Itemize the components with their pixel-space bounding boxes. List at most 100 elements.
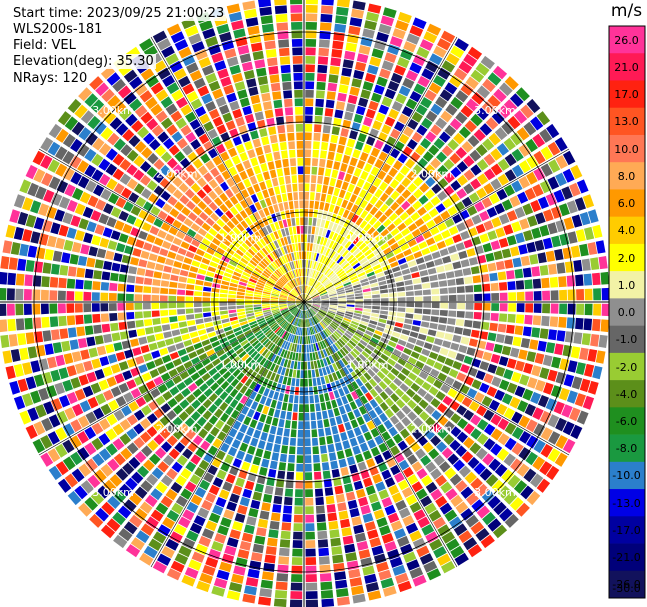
radar-gate	[425, 260, 435, 269]
radar-gate	[455, 353, 465, 362]
radar-gate	[539, 224, 550, 237]
radar-gate	[422, 282, 431, 289]
radar-gate	[361, 233, 370, 242]
radar-gate	[429, 274, 438, 282]
radar-gate	[461, 196, 473, 208]
radar-gate	[322, 247, 328, 255]
radar-gate	[382, 7, 397, 19]
radar-gate	[328, 240, 335, 249]
radar-gate	[466, 347, 476, 356]
radar-gate	[457, 174, 468, 186]
radar-gate	[378, 214, 388, 224]
radar-gate	[315, 282, 321, 289]
radar-gate	[448, 310, 457, 317]
radar-gate	[320, 293, 328, 297]
radar-gate	[405, 285, 414, 291]
radar-gate	[398, 85, 411, 97]
radar-gate	[305, 89, 314, 98]
radar-gate	[454, 326, 463, 335]
radar-gate	[362, 288, 371, 293]
radar-gate	[536, 111, 551, 126]
radar-gate	[447, 139, 459, 151]
radar-gate	[520, 338, 531, 349]
radar-gate	[307, 243, 310, 251]
radar-gate	[558, 203, 570, 217]
radar-gate	[376, 31, 389, 43]
radar-gate	[522, 267, 532, 278]
radar-gate	[333, 187, 340, 197]
radar-gate	[354, 310, 363, 314]
radar-gate	[487, 332, 497, 342]
radar-gate	[360, 278, 369, 284]
radar-gate	[378, 104, 390, 115]
radar-gate	[374, 199, 384, 209]
radar-gate	[304, 183, 310, 192]
radar-gate	[305, 13, 318, 22]
radar-gate	[344, 265, 352, 272]
radar-gate	[444, 237, 454, 247]
radar-gate	[383, 328, 393, 335]
radar-gate	[407, 182, 418, 193]
radar-gate	[322, 211, 328, 220]
radar-gate	[324, 220, 330, 229]
radar-gate	[511, 371, 522, 383]
radar-gate	[394, 121, 405, 132]
radar-gate	[304, 295, 310, 302]
radar-gate	[407, 336, 417, 344]
radar-gate	[385, 251, 395, 259]
radar-gate	[583, 273, 593, 286]
radar-gate	[313, 261, 317, 270]
radar-gate	[425, 189, 436, 200]
radar-gate	[355, 299, 364, 302]
radar-gate	[361, 245, 370, 254]
radar-gate	[529, 254, 539, 265]
radar-gate	[455, 111, 468, 124]
radar-gate	[393, 160, 403, 171]
radar-gate	[444, 333, 454, 341]
radar-gate	[331, 49, 343, 58]
radar-gate	[489, 192, 500, 205]
radar-gate	[316, 262, 321, 271]
radar-gate	[554, 248, 564, 261]
radar-gate	[370, 243, 379, 252]
radar-gate	[486, 206, 498, 218]
radar-gate	[304, 294, 308, 302]
radar-gate	[304, 294, 307, 302]
radar-gate	[327, 286, 335, 292]
radar-gate	[547, 141, 561, 156]
radar-gate	[376, 76, 388, 87]
radar-gate	[493, 250, 503, 261]
radar-gate	[380, 228, 390, 238]
radar-gate	[402, 146, 413, 157]
radar-gate	[476, 187, 487, 199]
radar-gate	[407, 239, 417, 248]
radar-gate	[386, 223, 396, 232]
radar-gate	[387, 315, 396, 321]
radar-gate	[529, 339, 539, 350]
radar-gate	[465, 98, 479, 112]
radar-gate	[449, 118, 462, 131]
radar-gate	[413, 284, 422, 290]
radar-gate	[440, 30, 456, 44]
radar-gate	[364, 192, 373, 202]
radar-gate	[343, 219, 351, 228]
radar-gate	[304, 166, 311, 175]
radar-gate	[340, 260, 348, 268]
radar-gate	[404, 318, 413, 325]
radar-gate	[509, 195, 521, 208]
radar-gate	[324, 281, 332, 287]
radar-gate	[511, 180, 523, 193]
radar-gate	[482, 312, 491, 321]
radar-gate	[430, 196, 441, 206]
radar-gate	[309, 209, 314, 217]
radar-gate	[324, 108, 334, 117]
radar-gate	[447, 205, 458, 216]
radar-gate	[442, 340, 452, 349]
radar-gate	[510, 132, 523, 146]
radar-gate	[370, 166, 380, 177]
radar-gate	[363, 291, 372, 296]
radar-gate	[494, 127, 508, 141]
radar-gate	[393, 326, 402, 333]
radar-gate	[527, 377, 538, 389]
